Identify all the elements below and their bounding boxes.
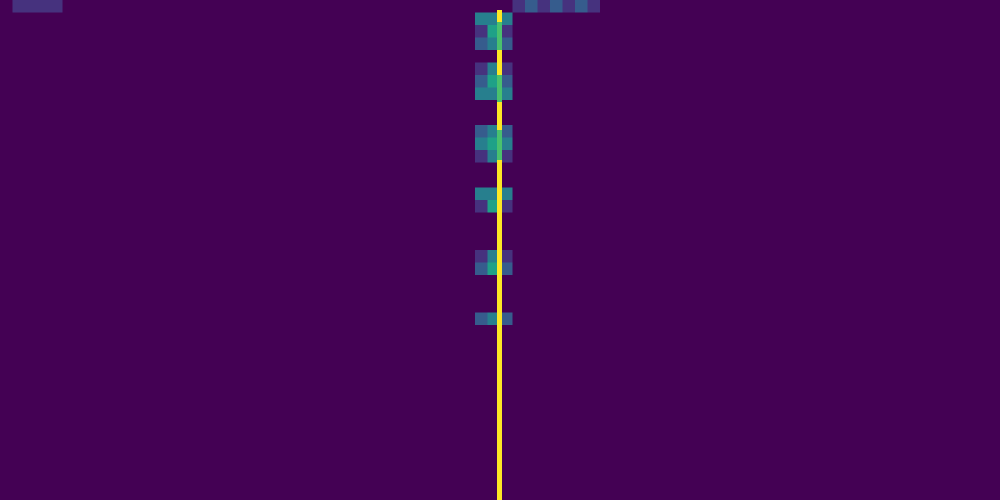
top-strip-cell — [25, 0, 38, 13]
blob-cell — [487, 87, 500, 100]
blob-cell — [475, 75, 488, 88]
blob-cell — [500, 87, 513, 100]
top-strip-cell — [12, 0, 25, 13]
blob-cell — [500, 62, 513, 75]
top-strip-cell — [37, 0, 50, 13]
blob-cell — [487, 250, 500, 263]
line-highlight — [497, 22, 502, 50]
blob-cell — [487, 137, 500, 150]
blob-cell — [487, 25, 500, 38]
blob-cell — [475, 137, 488, 150]
blob-cell — [475, 62, 488, 75]
top-strip-cell — [525, 0, 538, 13]
blob-cell — [487, 187, 500, 200]
top-strip-cell — [575, 0, 588, 13]
top-strip-cell — [537, 0, 550, 13]
line-highlight — [497, 130, 502, 160]
blob-cell — [475, 87, 488, 100]
top-strip-cell — [50, 0, 63, 13]
blob-cell — [500, 125, 513, 138]
blob-cell — [475, 187, 488, 200]
top-strip-cell — [550, 0, 563, 13]
blob-cell — [500, 25, 513, 38]
top-strip-cell — [512, 0, 525, 13]
heatmap-cells — [12, 0, 600, 325]
blob-cell — [475, 312, 488, 325]
blob-cell — [500, 262, 513, 275]
blob-cell — [475, 37, 488, 50]
line-highlight — [497, 75, 502, 102]
blob-cell — [487, 150, 500, 163]
blob-cell — [475, 25, 488, 38]
blob-cell — [475, 125, 488, 138]
blob-cell — [500, 37, 513, 50]
blob-cell — [487, 75, 500, 88]
top-strip-cell — [562, 0, 575, 13]
blob-cell — [487, 200, 500, 213]
blob-cell — [475, 262, 488, 275]
blob-cell — [475, 150, 488, 163]
blob-cell — [487, 125, 500, 138]
blob-cell — [487, 37, 500, 50]
blob-cell — [487, 262, 500, 275]
blob-cell — [475, 250, 488, 263]
main-line-segment — [497, 10, 502, 500]
blob-cell — [487, 312, 500, 325]
blob-cell — [500, 150, 513, 163]
blob-cell — [500, 312, 513, 325]
blob-cell — [500, 187, 513, 200]
blob-cell — [475, 200, 488, 213]
blob-cell — [500, 75, 513, 88]
top-strip-cell — [587, 0, 600, 13]
blob-cell — [500, 250, 513, 263]
blob-cell — [500, 12, 513, 25]
blob-cell — [500, 200, 513, 213]
blob-cell — [500, 137, 513, 150]
blob-cell — [475, 12, 488, 25]
main-vertical-line — [497, 10, 502, 500]
blob-cell — [487, 12, 500, 25]
blob-cell — [487, 62, 500, 75]
